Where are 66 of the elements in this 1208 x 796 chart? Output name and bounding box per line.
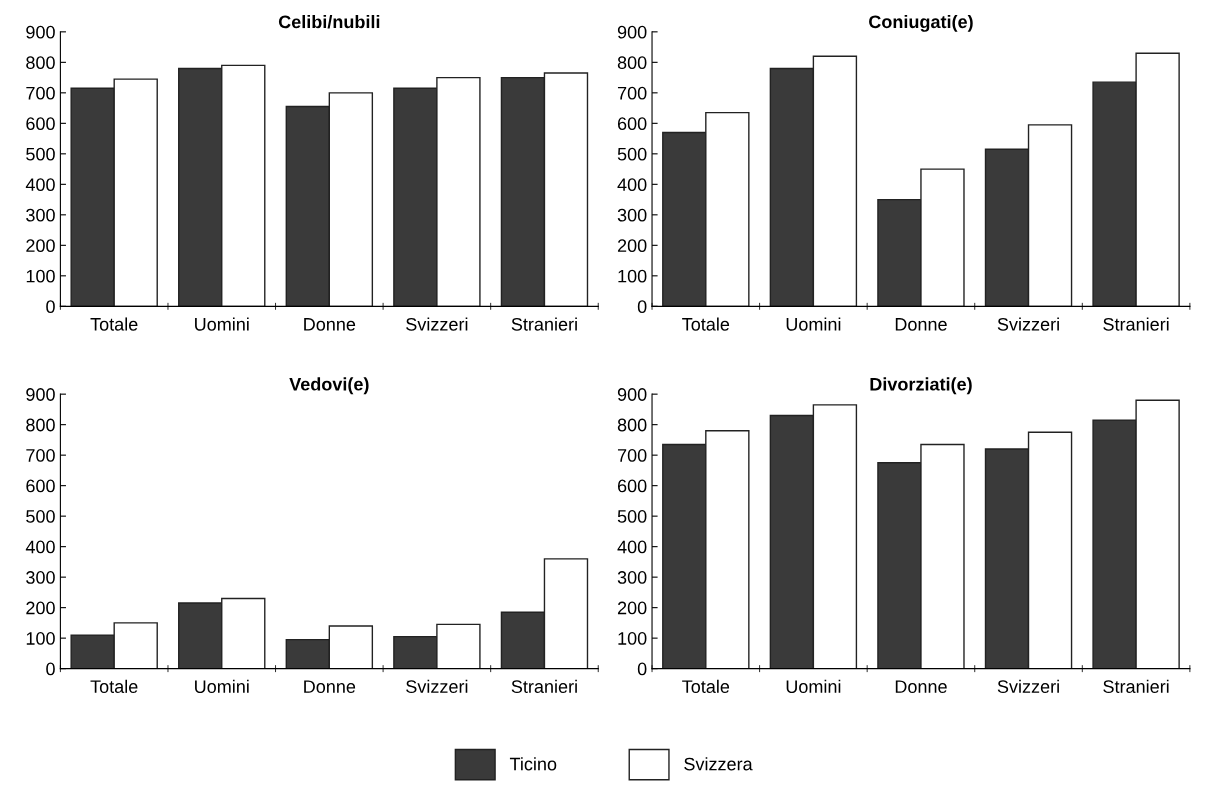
y-tick-label: 200 (617, 239, 647, 253)
chart-title: Coniugati(e) (869, 14, 973, 32)
y-tick-label: 900 (617, 25, 647, 39)
y-tick-label: 700 (26, 449, 55, 462)
y-tick-label: 300 (617, 571, 647, 584)
x-tick-label: Svizzeri (406, 679, 468, 694)
legend-label: Ticino (509, 757, 557, 771)
y-tick-label: 500 (617, 510, 647, 523)
y-tick-label: 900 (26, 25, 55, 39)
x-tick-label: Stranieri (511, 679, 577, 694)
y-tick-label: 900 (26, 388, 55, 401)
x-tick-label: Donne (304, 318, 356, 331)
y-tick-label: 300 (26, 571, 55, 584)
x-tick-label: Svizzeri (997, 679, 1059, 694)
chart-title: Vedovi(e) (289, 377, 369, 395)
x-tick-label: Totale (90, 317, 138, 331)
x-tick-label: Donne (304, 680, 356, 694)
chart-title: Divorziati(e) (870, 377, 972, 395)
y-tick-label: 700 (617, 449, 647, 462)
x-tick-label: Svizzeri (406, 317, 468, 331)
y-tick-label: 200 (617, 601, 647, 615)
x-tick-label: Totale (682, 679, 730, 694)
y-tick-label: 0 (46, 300, 55, 314)
y-tick-label: 100 (618, 632, 647, 645)
legend-label: Svizzera (684, 757, 753, 771)
y-tick-label: 800 (617, 56, 647, 70)
y-tick-label: 400 (25, 178, 55, 192)
y-tick-label: 600 (617, 479, 647, 493)
y-tick-label: 500 (26, 147, 55, 161)
y-tick-label: 300 (26, 208, 55, 222)
x-tick-label: Stranieri (1103, 317, 1169, 331)
x-tick-label: Uomini (786, 679, 841, 694)
y-tick-label: 600 (26, 479, 55, 493)
y-tick-label: 400 (617, 540, 647, 554)
x-tick-label: Donne (895, 680, 947, 694)
y-tick-label: 0 (637, 662, 647, 676)
y-tick-label: 800 (617, 418, 647, 432)
x-tick-label: Uomini (195, 679, 249, 694)
y-tick-label: 900 (617, 388, 647, 401)
x-tick-label: Totale (90, 679, 138, 694)
y-tick-label: 400 (25, 540, 55, 554)
y-tick-label: 800 (26, 418, 55, 432)
y-tick-label: 400 (617, 178, 647, 192)
x-tick-label: Donne (895, 318, 947, 331)
y-tick-label: 800 (26, 56, 55, 70)
x-tick-label: Uomini (195, 317, 249, 331)
chart-title: Celibi/nubili (278, 15, 380, 29)
x-tick-label: Stranieri (511, 317, 577, 331)
y-tick-label: 100 (618, 269, 647, 283)
y-tick-label: 700 (617, 86, 647, 100)
y-tick-label: 100 (26, 269, 55, 283)
y-tick-label: 300 (617, 208, 647, 222)
y-tick-label: 200 (26, 239, 55, 253)
y-tick-label: 100 (26, 632, 55, 645)
y-tick-label: 600 (26, 117, 55, 131)
x-tick-label: Uomini (786, 317, 841, 331)
y-tick-label: 500 (617, 147, 647, 161)
x-tick-label: Stranieri (1103, 679, 1169, 694)
y-tick-label: 700 (26, 86, 55, 100)
x-tick-label: Totale (682, 317, 730, 331)
y-tick-label: 500 (26, 510, 55, 523)
y-tick-label: 200 (26, 601, 55, 615)
x-tick-label: Svizzeri (997, 317, 1059, 331)
y-tick-label: 0 (46, 662, 55, 676)
y-tick-label: 600 (617, 117, 647, 131)
y-tick-label: 0 (637, 300, 647, 314)
